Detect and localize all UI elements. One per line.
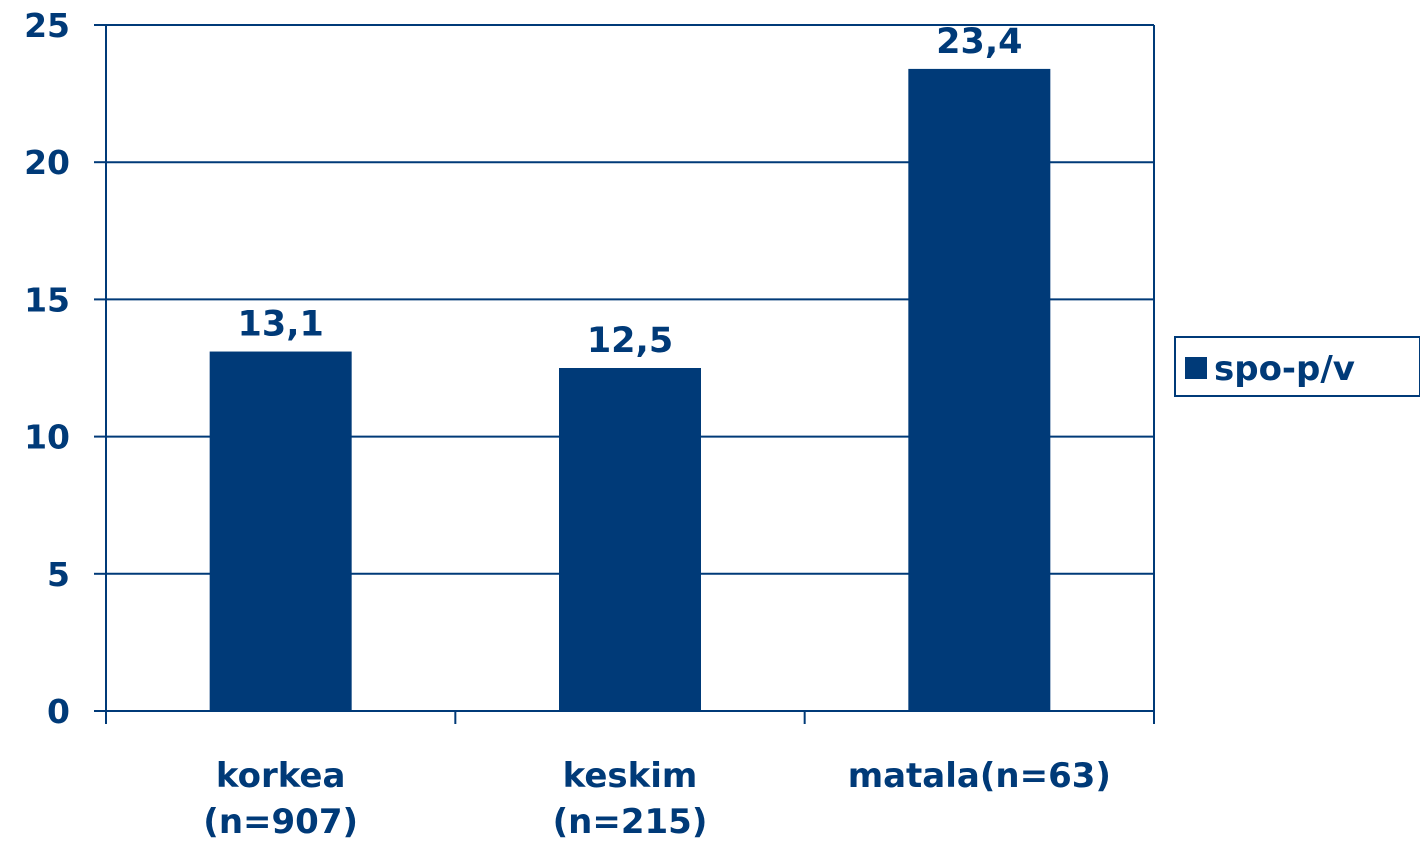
legend-label: spo-p/v [1214, 349, 1355, 389]
bar [209, 351, 352, 711]
data-labels: 13,1 12,5 23,4 [237, 22, 1022, 361]
x-tick-labels: korkea (n=907) keskim (n=215) matala(n=63) [203, 756, 1111, 842]
y-tick-label: 0 [47, 692, 70, 731]
y-tick-label: 10 [24, 418, 70, 457]
x-tick-label: (n=907) [203, 802, 358, 842]
y-tick-label: 20 [24, 143, 70, 182]
data-label: 13,1 [237, 305, 323, 345]
data-label: 12,5 [587, 321, 673, 361]
y-tick-label: 5 [47, 555, 70, 594]
bar [559, 368, 701, 711]
legend-swatch [1185, 357, 1207, 379]
x-tick-label: (n=215) [553, 802, 708, 842]
data-label: 23,4 [936, 22, 1022, 62]
legend: spo-p/v [1174, 336, 1420, 397]
legend-box [1174, 336, 1420, 397]
bar [908, 68, 1051, 712]
x-tick-label: korkea [216, 756, 346, 796]
x-tick-label: keskim [563, 756, 698, 796]
y-tick-label: 15 [24, 280, 70, 319]
y-tick-labels: 0 5 10 15 20 25 [24, 6, 70, 731]
y-tick-label: 25 [24, 6, 70, 45]
x-tick-label: matala(n=63) [848, 756, 1111, 796]
bars [209, 68, 1051, 712]
